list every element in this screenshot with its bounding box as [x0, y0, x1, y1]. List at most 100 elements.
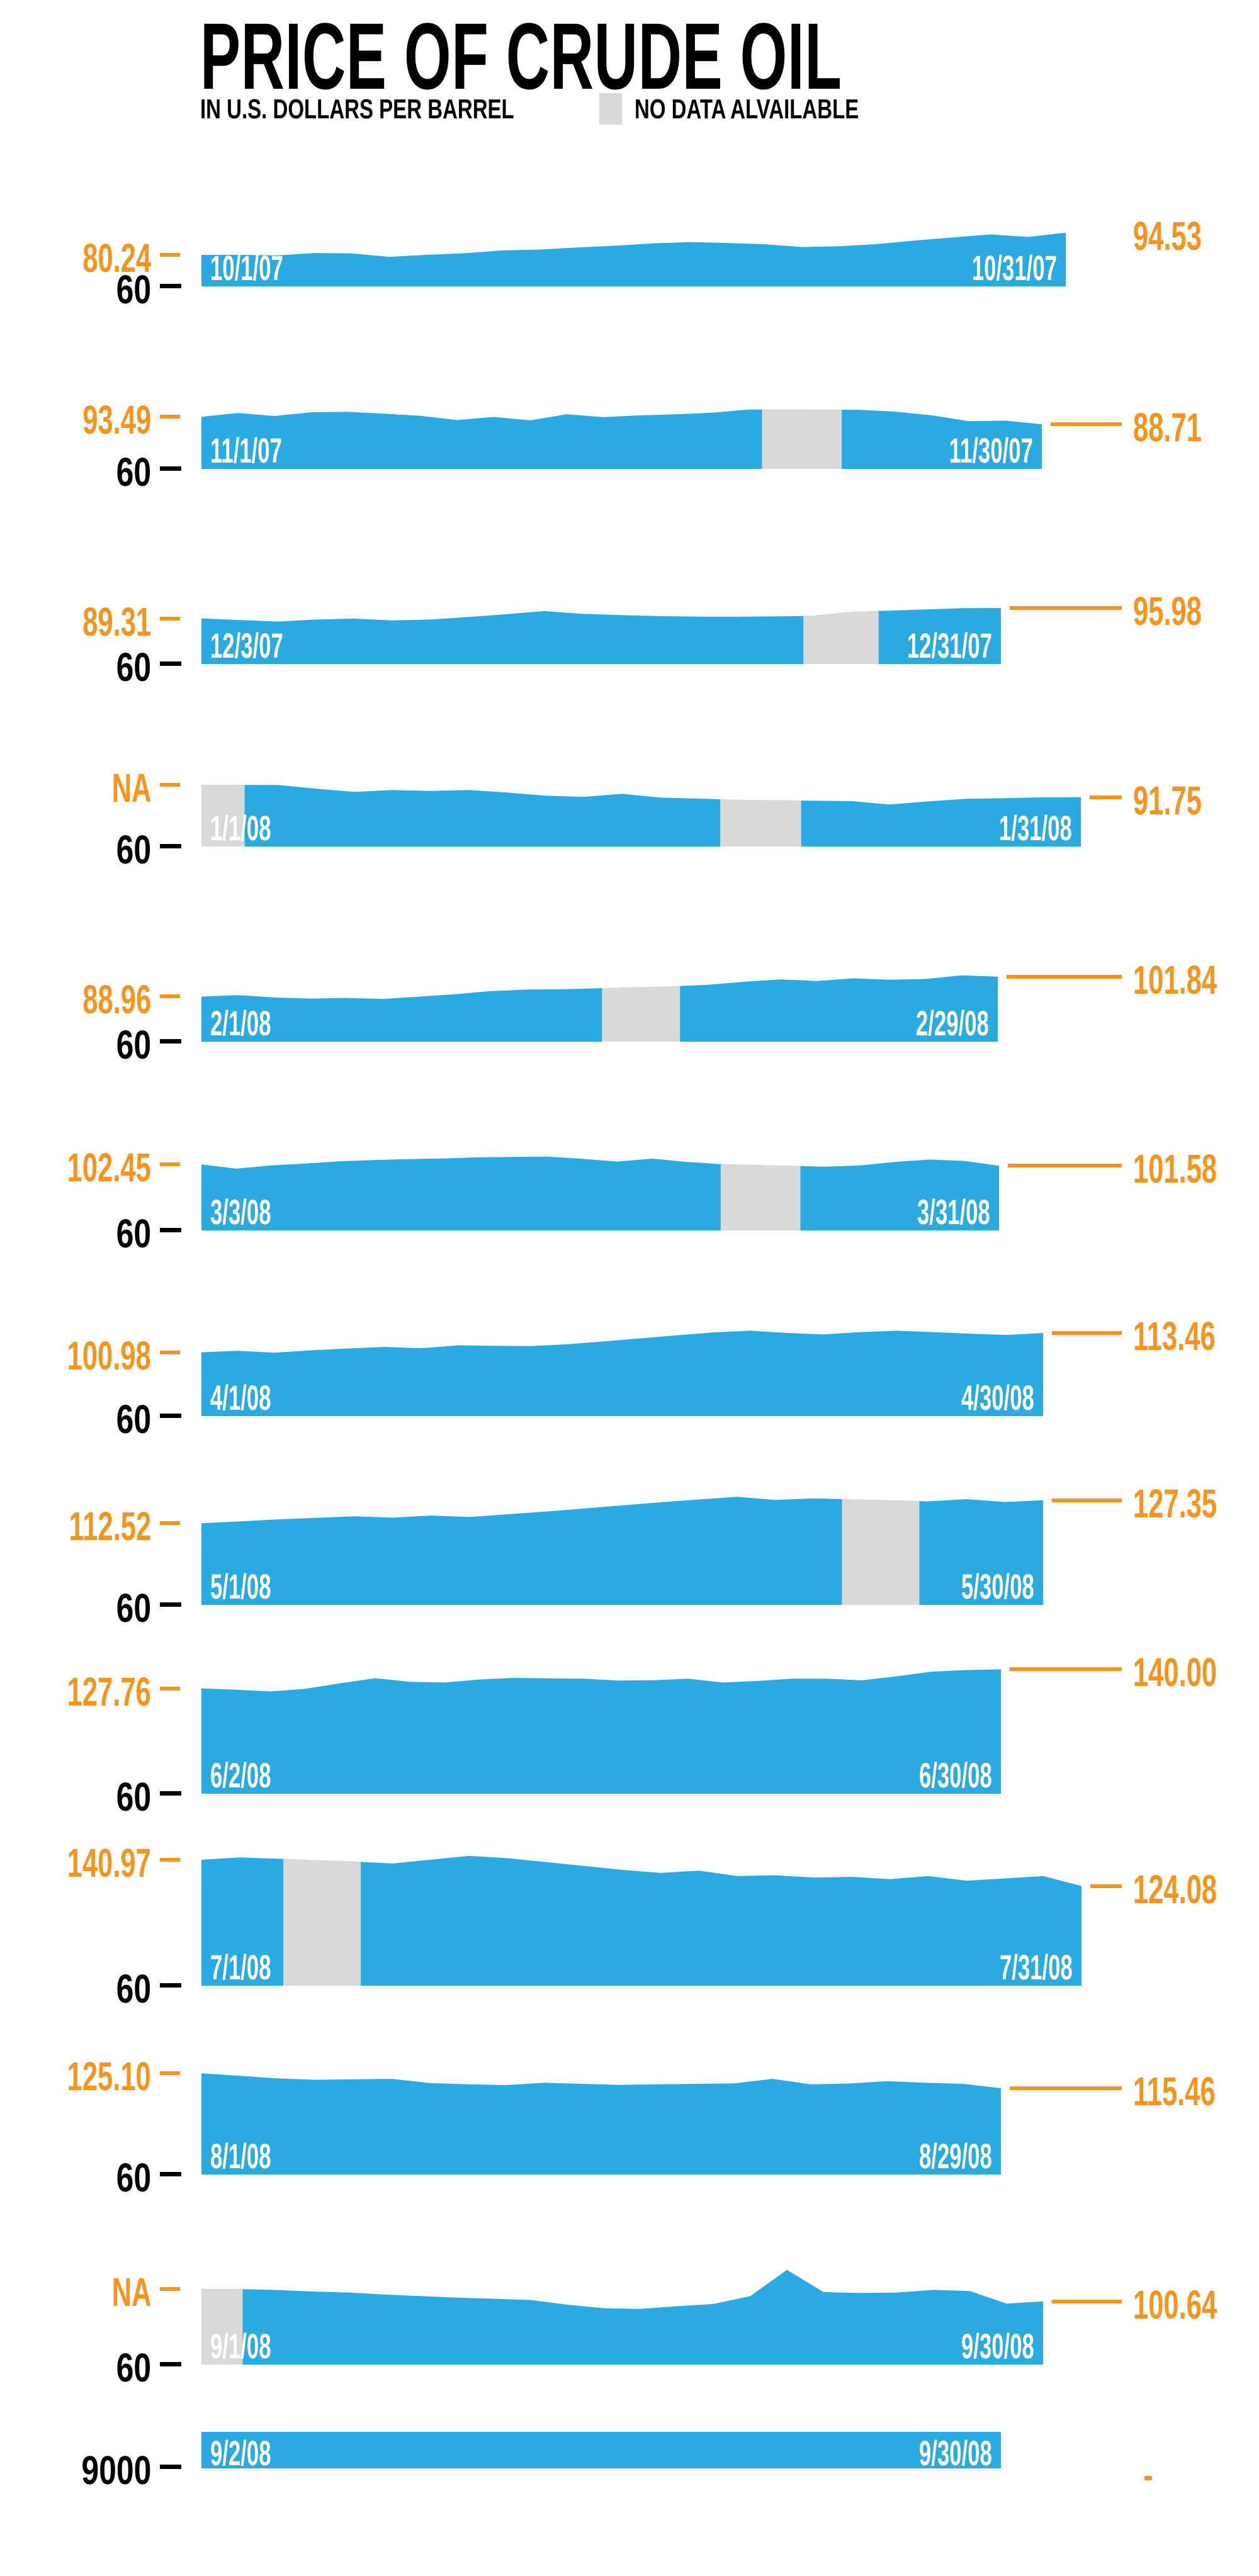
end-value-label: 113.46 [1133, 1313, 1216, 1359]
no-data-gap [602, 975, 680, 1042]
end-date-label: 7/31/08 [1000, 1947, 1073, 1987]
end-date-label: 12/31/07 [906, 626, 992, 665]
baseline-tick [160, 1414, 181, 1418]
month-strip: 1/1/08 1/31/08 [201, 711, 1081, 846]
end-value-leader-line [1008, 1164, 1122, 1168]
start-value-label: NA [111, 765, 151, 811]
month-strip: 12/3/07 12/31/07 [201, 529, 1001, 664]
footer-axis-tick [160, 2465, 181, 2469]
no-data-gap [720, 785, 801, 846]
start-value-tick [160, 1350, 180, 1354]
month-strip: 2/1/08 2/29/08 [201, 906, 998, 1042]
start-date-label: 9/1/08 [210, 2326, 271, 2366]
start-value-label: 88.96 [82, 977, 151, 1023]
end-value-leader-line [1090, 1884, 1122, 1888]
baseline-label: 60 [116, 2155, 151, 2200]
start-date-label: 12/3/07 [210, 626, 283, 665]
end-date-label: 4/30/08 [961, 1378, 1034, 1417]
blue-price-area [201, 1669, 1001, 1794]
start-date-label: 8/1/08 [210, 2136, 271, 2176]
no-data-gap [720, 1156, 801, 1230]
no-data-gap [283, 1855, 361, 1986]
end-value-leader-line [1007, 974, 1122, 979]
stray-orange-mark [1144, 2476, 1152, 2480]
end-value-label: 101.84 [1133, 957, 1217, 1003]
baseline-label: 60 [116, 2345, 151, 2390]
start-date-label: 1/1/08 [210, 808, 271, 848]
page-title: PRICE OF CRUDE OIL [200, 3, 842, 109]
start-value-label: 89.31 [82, 599, 151, 644]
end-value-label: 124.08 [1133, 1866, 1217, 1912]
baseline-label: 60 [116, 827, 151, 872]
start-value-label: 112.52 [69, 1504, 151, 1550]
start-date-label: 4/1/08 [210, 1378, 271, 1417]
start-value-tick [160, 253, 180, 257]
baseline-label: 60 [116, 1397, 151, 1442]
baseline-tick [160, 1039, 181, 1043]
start-date-label: 10/1/07 [210, 248, 283, 288]
price-area-chart [201, 2073, 1001, 2174]
start-value-label: 93.49 [82, 397, 151, 443]
start-value-label: NA [111, 2269, 151, 2315]
baseline-label: 60 [116, 1211, 151, 1256]
start-value-label: 127.76 [67, 1668, 151, 1714]
start-value-label: 100.98 [67, 1332, 151, 1378]
end-value-leader-line [1051, 422, 1122, 427]
baseline-label: 60 [116, 1774, 151, 1820]
end-value-label: 115.46 [1133, 2069, 1216, 2114]
footer-bar [201, 2432, 1001, 2468]
end-value-label: 95.98 [1133, 588, 1202, 634]
no-data-gap [201, 785, 245, 846]
start-value-label: 80.24 [82, 235, 151, 281]
blue-price-area [201, 975, 998, 1042]
start-value-tick [160, 1521, 180, 1526]
end-date-label: 10/31/07 [971, 248, 1057, 288]
baseline-tick [160, 2362, 181, 2366]
start-date-label: 11/1/07 [210, 430, 282, 470]
no-data-gap [762, 409, 842, 469]
month-strip: 7/1/08 7/31/08 [201, 1850, 1081, 1986]
end-value-label: 140.00 [1133, 1650, 1217, 1696]
blue-price-area [201, 1855, 1081, 1986]
start-date-label: 3/3/08 [210, 1192, 271, 1232]
price-area-chart [201, 608, 1001, 664]
month-strip: 8/1/08 8/29/08 [201, 2039, 1001, 2174]
baseline-tick [160, 1228, 181, 1232]
baseline-label: 60 [116, 267, 151, 312]
month-strip: 4/1/08 4/30/08 [201, 1281, 1043, 1416]
price-area-chart [201, 1855, 1081, 1986]
start-value-label: 125.10 [67, 2054, 151, 2100]
no-data-gap [803, 608, 879, 664]
month-strip: 6/2/08 6/30/08 [201, 1658, 1001, 1794]
month-strip: 11/1/07 11/30/07 [201, 334, 1042, 469]
price-area-chart [201, 409, 1042, 469]
start-value-tick [160, 1858, 180, 1862]
baseline-label: 60 [116, 644, 151, 690]
end-value-leader-line [1052, 1498, 1122, 1502]
end-date-label: 1/31/08 [999, 808, 1072, 848]
start-value-label: 102.45 [67, 1145, 151, 1191]
start-date-label: 2/1/08 [210, 1003, 271, 1043]
start-value-tick [160, 2287, 180, 2292]
end-date-label: 11/30/07 [949, 430, 1033, 470]
start-value-tick [160, 616, 180, 621]
no-data-legend-swatch [599, 93, 622, 125]
no-data-gap [842, 1497, 920, 1605]
blue-price-area [201, 2073, 1001, 2174]
month-strip: 10/1/07 10/31/07 [201, 151, 1066, 286]
end-value-label: 91.75 [1133, 777, 1202, 823]
baseline-tick [160, 2172, 181, 2176]
start-value-tick [160, 1686, 180, 1690]
end-date-label: 8/29/08 [919, 2136, 992, 2176]
end-date-label: 6/30/08 [919, 1755, 992, 1795]
start-value-label: 140.97 [67, 1840, 151, 1886]
start-date-label: 5/1/08 [210, 1566, 271, 1606]
chart-subtitle: IN U.S. DOLLARS PER BARREL [200, 94, 514, 125]
end-value-leader-line [1052, 2299, 1122, 2303]
baseline-label: 60 [116, 1966, 151, 2011]
start-value-tick [160, 994, 180, 999]
price-area-chart [201, 1156, 999, 1230]
price-area-chart [201, 975, 998, 1042]
end-date-label: 9/30/08 [961, 2326, 1034, 2366]
no-data-legend-label: NO DATA ALVAILABLE [635, 94, 859, 125]
